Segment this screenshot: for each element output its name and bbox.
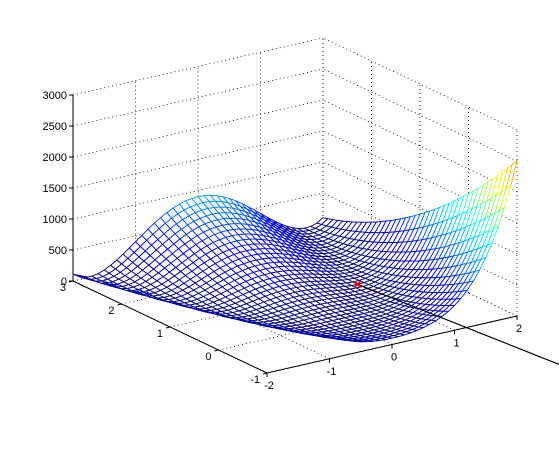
y-tick-label-0: -1 (250, 374, 260, 386)
y-tick-label-2: 1 (157, 328, 163, 340)
x-tick-label-2: 0 (391, 352, 397, 364)
y-tick-label-1: 0 (205, 351, 211, 363)
z-tick-label-5: 2500 (43, 121, 67, 133)
y-tick-mark-2 (166, 327, 170, 328)
backwall-y-hline-6 (73, 38, 323, 95)
z-tick-label-2: 1000 (43, 214, 67, 226)
surface-mesh (73, 161, 517, 342)
y-tick-mark-0 (263, 373, 267, 374)
x-tick-label-4: 2 (516, 323, 522, 335)
z-tick-label-4: 2000 (43, 152, 67, 164)
x-tick-label-3: 1 (453, 337, 459, 349)
z-tick-label-0: 0 (61, 276, 67, 288)
x-tick-label-0: -2 (264, 380, 274, 392)
z-tick-label-6: 3000 (43, 90, 67, 102)
y-tick-mark-3 (118, 304, 122, 305)
y-tick-mark-1 (215, 350, 219, 351)
backwall-y-hline-5 (73, 69, 323, 126)
x-tick-label-1: -1 (327, 366, 337, 378)
z-tick-label-1: 500 (49, 245, 67, 257)
y-tick-label-3: 2 (108, 305, 114, 317)
z-tick-label-3: 1500 (43, 183, 67, 195)
backwall-x-hline-5 (323, 69, 517, 161)
